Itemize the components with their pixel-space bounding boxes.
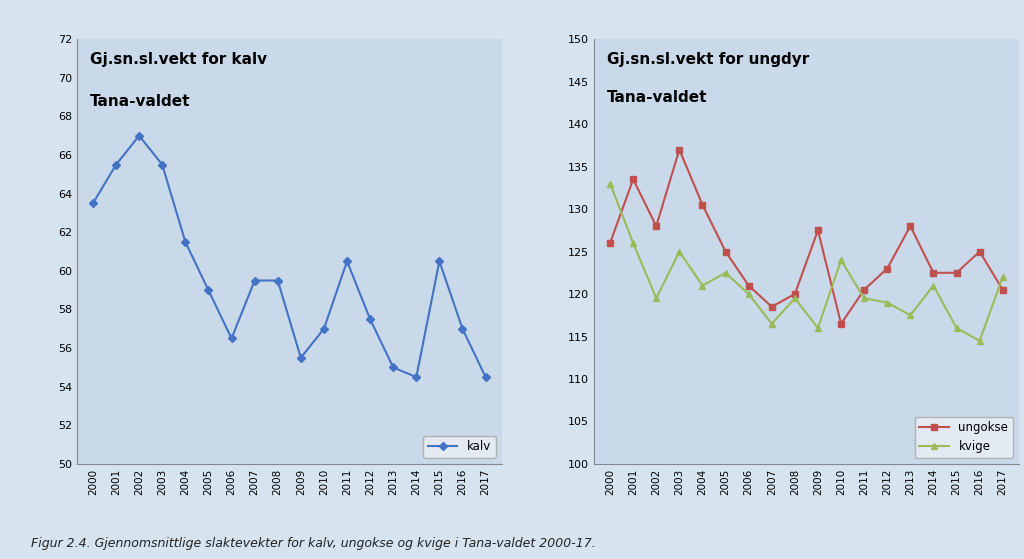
kalv: [133, 132, 145, 139]
ungokse: [950, 269, 963, 276]
ungokse: [904, 222, 916, 229]
Legend: ungokse, kvige: ungokse, kvige: [914, 416, 1013, 458]
kvige: [766, 320, 778, 327]
kvige: [696, 282, 709, 289]
kalv: [433, 258, 445, 264]
ungokse: [996, 286, 1009, 293]
ungokse: [835, 320, 847, 327]
ungokse: [766, 304, 778, 310]
kalv: [387, 364, 399, 371]
ungokse: [928, 269, 940, 276]
ungokse: [858, 286, 870, 293]
kvige: [996, 274, 1009, 281]
ungokse: [696, 201, 709, 208]
Line: kalv: kalv: [90, 133, 488, 380]
kvige: [627, 240, 639, 247]
kvige: [974, 338, 986, 344]
ungokse: [720, 248, 732, 255]
kvige: [673, 248, 685, 255]
ungokse: [650, 222, 663, 229]
kalv: [411, 374, 423, 381]
kvige: [950, 325, 963, 331]
Text: Gj.sn.sl.vekt for ungdyr: Gj.sn.sl.vekt for ungdyr: [606, 52, 809, 67]
ungokse: [974, 248, 986, 255]
kvige: [835, 257, 847, 263]
kalv: [341, 258, 353, 264]
Text: Gj.sn.sl.vekt for kalv: Gj.sn.sl.vekt for kalv: [89, 52, 266, 67]
kvige: [604, 180, 616, 187]
kalv: [156, 162, 168, 168]
kalv: [110, 162, 122, 168]
kvige: [720, 269, 732, 276]
kvige: [742, 291, 755, 297]
kalv: [479, 374, 492, 381]
Legend: kalv: kalv: [423, 435, 496, 458]
Line: kvige: kvige: [607, 181, 1006, 344]
kvige: [928, 282, 940, 289]
ungokse: [742, 282, 755, 289]
Text: Tana-valdet: Tana-valdet: [606, 90, 708, 105]
ungokse: [627, 176, 639, 183]
kalv: [364, 316, 376, 323]
ungokse: [604, 240, 616, 247]
ungokse: [812, 227, 824, 234]
ungokse: [788, 291, 801, 297]
kalv: [179, 239, 191, 245]
kalv: [203, 287, 215, 293]
kvige: [788, 295, 801, 302]
kalv: [271, 277, 284, 284]
kalv: [225, 335, 238, 342]
kalv: [457, 325, 469, 332]
kalv: [87, 200, 99, 207]
kvige: [812, 325, 824, 331]
kalv: [317, 325, 330, 332]
ungokse: [881, 265, 893, 272]
Text: Tana-valdet: Tana-valdet: [89, 94, 190, 110]
ungokse: [673, 146, 685, 153]
Line: ungokse: ungokse: [607, 146, 1006, 327]
kalv: [249, 277, 261, 284]
kvige: [881, 299, 893, 306]
kvige: [650, 295, 663, 302]
kvige: [904, 312, 916, 319]
kalv: [295, 354, 307, 361]
Text: Figur 2.4. Gjennomsnittlige slaktevekter for kalv, ungokse og kvige i Tana-valde: Figur 2.4. Gjennomsnittlige slaktevekter…: [31, 537, 596, 549]
kvige: [858, 295, 870, 302]
